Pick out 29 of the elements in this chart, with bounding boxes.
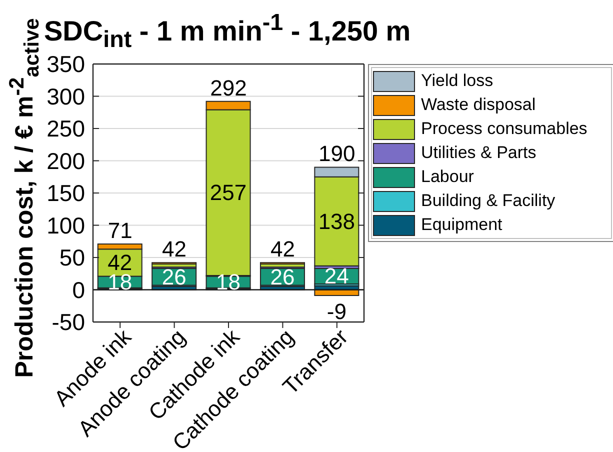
y-tick-label: 150: [46, 180, 85, 206]
data-label: 42: [108, 250, 132, 276]
chart-title: SDC$_{int}$ - 1 m min$^{-1}$ - 1,250 m: [44, 9, 411, 52]
legend-label: Process consumables: [421, 119, 588, 139]
y-tick-label: 50: [59, 244, 85, 271]
y-tick-label: 200: [46, 148, 85, 174]
annotation: 190: [318, 141, 356, 166]
legend-label: Building & Facility: [421, 191, 556, 211]
legend-label: Equipment: [421, 215, 502, 235]
data-label: 138: [318, 208, 356, 234]
y-tick-label: -50: [52, 309, 85, 336]
annotation: 71: [108, 218, 132, 243]
data-label: 26: [162, 264, 186, 290]
y-tick-label: 0: [72, 276, 85, 303]
legend-label: Utilities & Parts: [421, 143, 536, 163]
annotation: 292: [210, 75, 247, 100]
data-label: 257: [210, 180, 247, 206]
y-tick-label: 100: [46, 212, 85, 238]
y-tick-label: 250: [46, 116, 85, 142]
y-tick-label: 350: [46, 51, 85, 78]
annotation: 42: [162, 236, 187, 262]
y-tick-label: 300: [46, 83, 85, 110]
annotation: 42: [270, 236, 295, 262]
data-label: 24: [324, 264, 349, 289]
data-label: 26: [270, 264, 295, 290]
legend-label: Yield loss: [421, 71, 494, 91]
legend-label: Labour: [421, 167, 474, 187]
legend-label: Waste disposal: [421, 95, 536, 115]
data-label: -9: [326, 299, 346, 324]
